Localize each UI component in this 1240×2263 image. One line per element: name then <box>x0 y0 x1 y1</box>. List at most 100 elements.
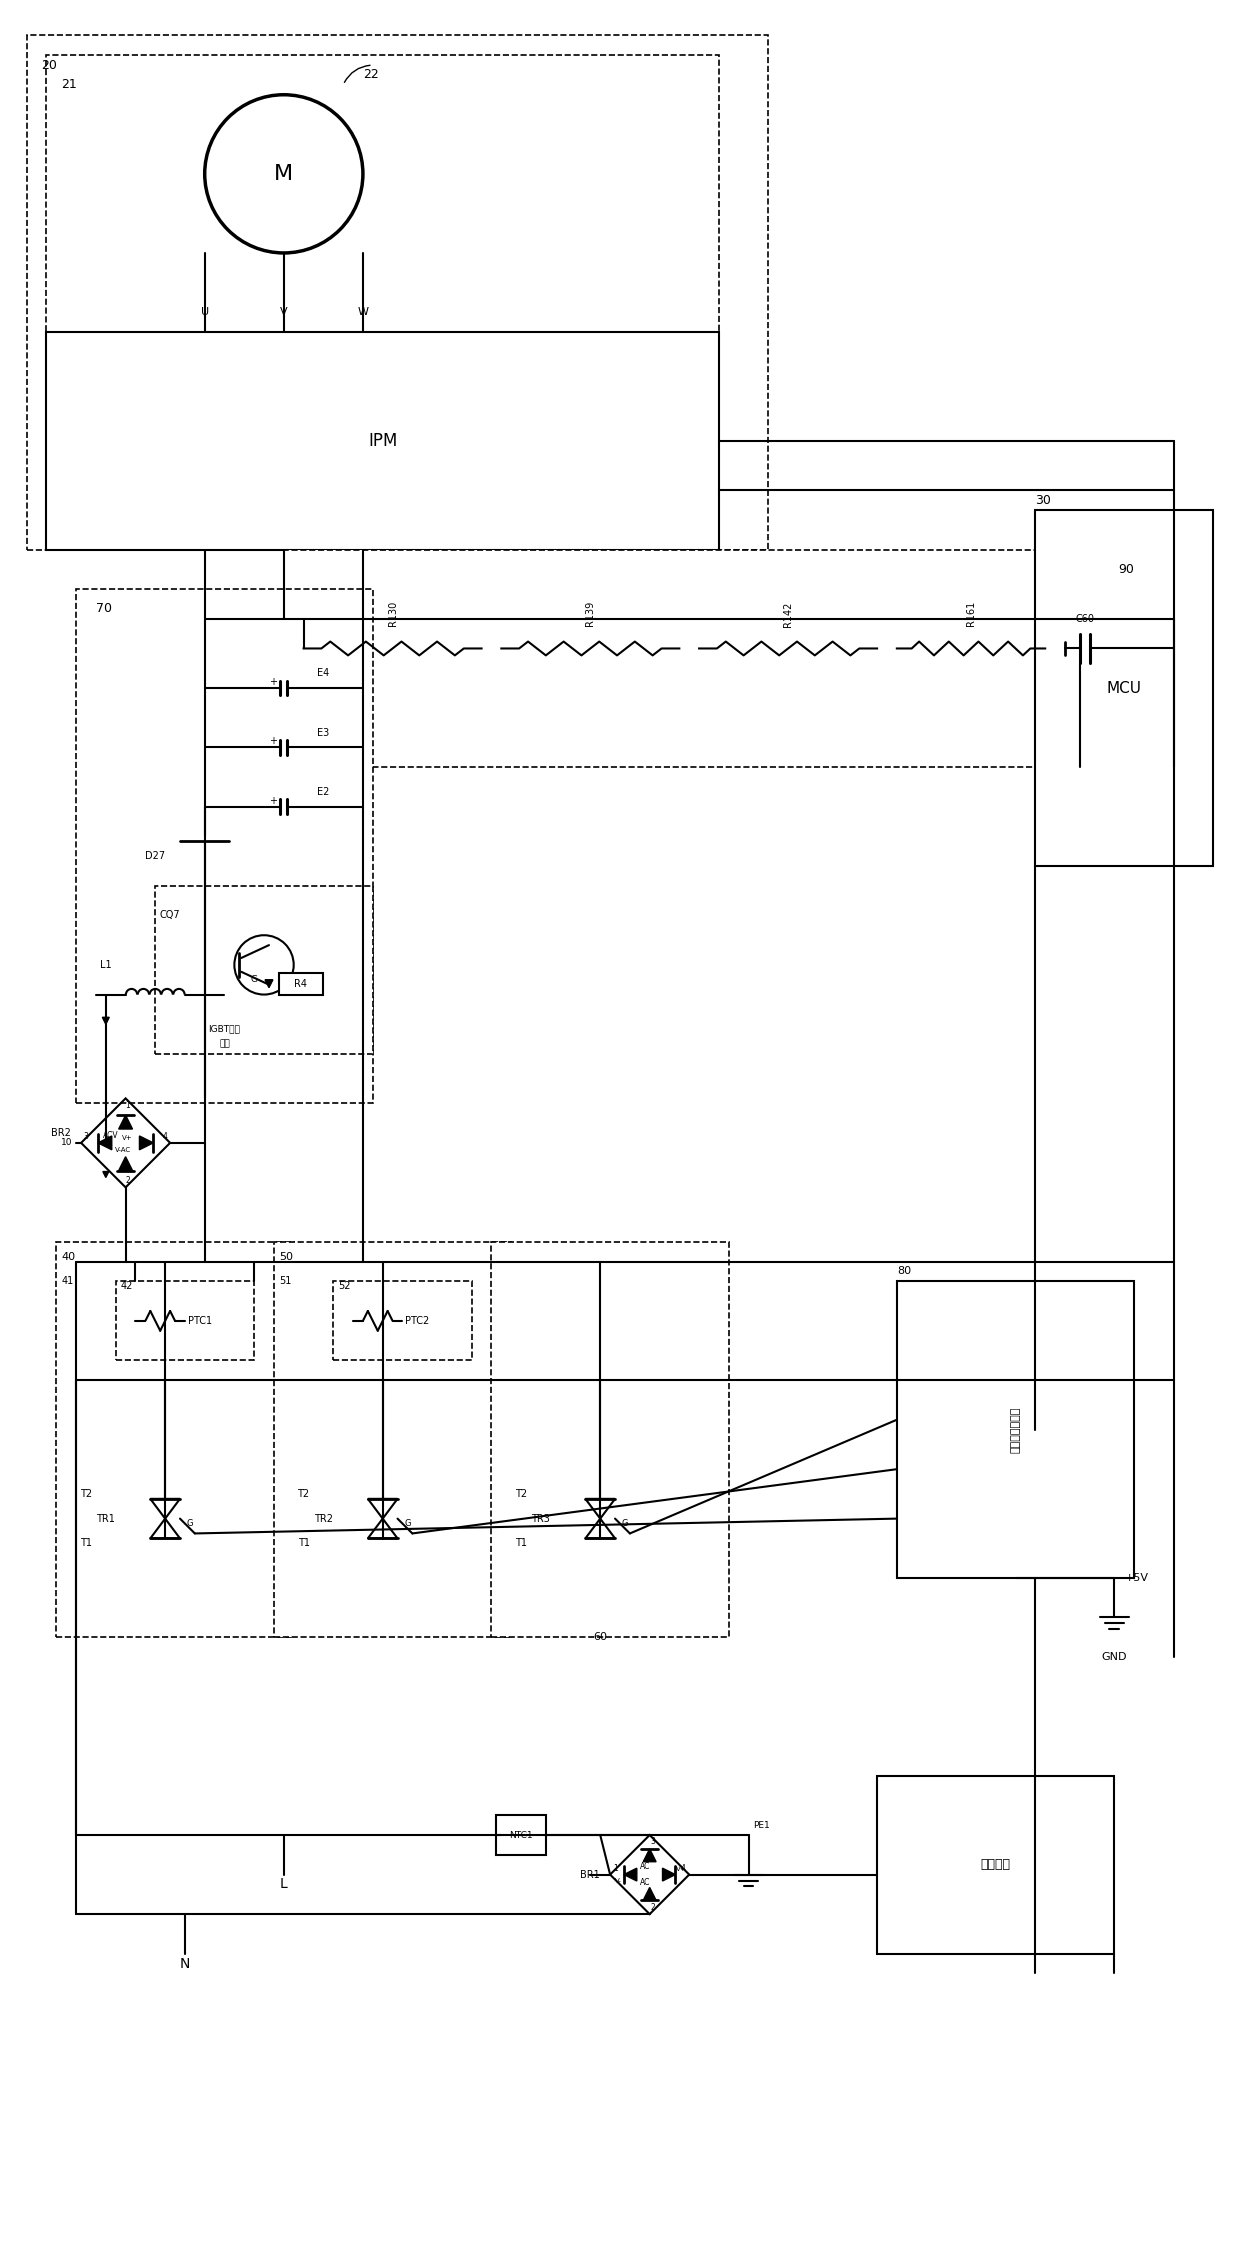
Text: R139: R139 <box>585 602 595 627</box>
Text: 3: 3 <box>650 1838 655 1847</box>
Bar <box>491 1242 729 1636</box>
Text: G: G <box>404 1518 410 1528</box>
Text: 2: 2 <box>125 1177 130 1186</box>
Text: ACV: ACV <box>103 1132 119 1141</box>
Text: PTC1: PTC1 <box>187 1315 212 1326</box>
Bar <box>46 54 719 550</box>
Text: G: G <box>621 1518 629 1528</box>
Text: AC: AC <box>640 1878 650 1887</box>
Text: IPM: IPM <box>368 432 397 450</box>
Text: 1: 1 <box>614 1865 619 1874</box>
Text: T2: T2 <box>81 1489 92 1498</box>
Text: 50: 50 <box>279 1251 293 1260</box>
Text: V-: V- <box>615 1878 621 1883</box>
Text: AC: AC <box>640 1862 650 1872</box>
Text: R130: R130 <box>388 602 398 627</box>
Bar <box>897 1281 1135 1577</box>
Text: MCU: MCU <box>1107 681 1142 695</box>
Text: BR2: BR2 <box>51 1127 72 1138</box>
Polygon shape <box>103 1172 109 1177</box>
Text: V+: V+ <box>676 1865 687 1872</box>
Text: 22: 22 <box>363 68 378 81</box>
Text: C60: C60 <box>1075 613 1094 625</box>
Text: 42: 42 <box>120 1281 133 1292</box>
Text: TR1: TR1 <box>97 1514 115 1523</box>
Polygon shape <box>624 1869 637 1881</box>
Bar <box>334 1281 471 1360</box>
Text: D27: D27 <box>145 851 165 862</box>
Text: 4: 4 <box>162 1132 167 1141</box>
Text: V: V <box>280 308 288 317</box>
Polygon shape <box>103 1018 109 1025</box>
Polygon shape <box>119 1156 133 1170</box>
Text: 30: 30 <box>1035 493 1052 507</box>
Bar <box>279 973 324 993</box>
Bar <box>27 36 769 550</box>
Text: TR3: TR3 <box>532 1514 551 1523</box>
Polygon shape <box>265 980 273 987</box>
Text: V-AC: V-AC <box>114 1147 130 1152</box>
Text: R142: R142 <box>784 602 794 627</box>
Text: T2: T2 <box>515 1489 527 1498</box>
Text: R161: R161 <box>966 602 976 627</box>
Bar <box>274 1242 511 1636</box>
Text: N: N <box>180 1957 190 1971</box>
Text: R4: R4 <box>294 978 308 989</box>
Text: L1: L1 <box>100 960 112 971</box>
Text: 40: 40 <box>61 1251 76 1260</box>
Polygon shape <box>644 1887 656 1901</box>
Polygon shape <box>139 1136 154 1150</box>
Text: +: + <box>269 677 278 688</box>
Text: L: L <box>280 1878 288 1892</box>
Polygon shape <box>662 1869 676 1881</box>
Text: M: M <box>274 163 294 183</box>
Polygon shape <box>98 1136 112 1150</box>
Bar <box>56 1242 294 1636</box>
Text: 80: 80 <box>897 1267 911 1276</box>
Text: 21: 21 <box>61 79 77 91</box>
Text: W: W <box>357 308 368 317</box>
Text: CQ7: CQ7 <box>160 910 180 921</box>
Text: G: G <box>187 1518 193 1528</box>
Text: TR2: TR2 <box>314 1514 332 1523</box>
Text: E3: E3 <box>317 726 330 738</box>
Polygon shape <box>180 842 229 871</box>
Bar <box>284 550 1154 767</box>
Text: 4: 4 <box>681 1865 686 1874</box>
Text: 20: 20 <box>42 59 57 72</box>
Bar <box>76 588 373 1104</box>
Text: T1: T1 <box>81 1539 92 1548</box>
Text: T2: T2 <box>298 1489 310 1498</box>
Text: GND: GND <box>1101 1652 1127 1661</box>
Text: 10: 10 <box>61 1138 72 1147</box>
Text: 41: 41 <box>61 1276 73 1285</box>
Polygon shape <box>119 1116 133 1129</box>
Text: V+: V+ <box>123 1136 133 1141</box>
Polygon shape <box>644 1849 656 1862</box>
Text: IGBT驱动: IGBT驱动 <box>208 1025 241 1034</box>
Text: BR1: BR1 <box>580 1869 600 1881</box>
Bar <box>1035 509 1213 867</box>
Text: 可控硅隔离驱动: 可控硅隔离驱动 <box>1011 1405 1021 1453</box>
Text: 1: 1 <box>125 1100 130 1109</box>
Text: T1: T1 <box>515 1539 527 1548</box>
Bar <box>496 1815 546 1856</box>
Text: 52: 52 <box>339 1281 351 1292</box>
Text: E4: E4 <box>317 668 330 679</box>
Text: NTC1: NTC1 <box>510 1831 533 1840</box>
Bar <box>46 333 719 550</box>
Text: E2: E2 <box>317 788 330 797</box>
FancyArrowPatch shape <box>345 66 370 81</box>
Text: 60: 60 <box>593 1632 608 1643</box>
Text: U: U <box>201 308 208 317</box>
Text: 70: 70 <box>95 602 112 616</box>
Text: 2: 2 <box>650 1903 655 1912</box>
Bar <box>877 1776 1115 1953</box>
Text: 开关电源: 开关电源 <box>981 1858 1011 1872</box>
Text: +: + <box>269 735 278 747</box>
Bar <box>115 1281 254 1360</box>
Text: T1: T1 <box>298 1539 310 1548</box>
Text: PTC2: PTC2 <box>405 1315 429 1326</box>
Polygon shape <box>1045 640 1065 656</box>
Text: 单元: 单元 <box>219 1039 229 1048</box>
